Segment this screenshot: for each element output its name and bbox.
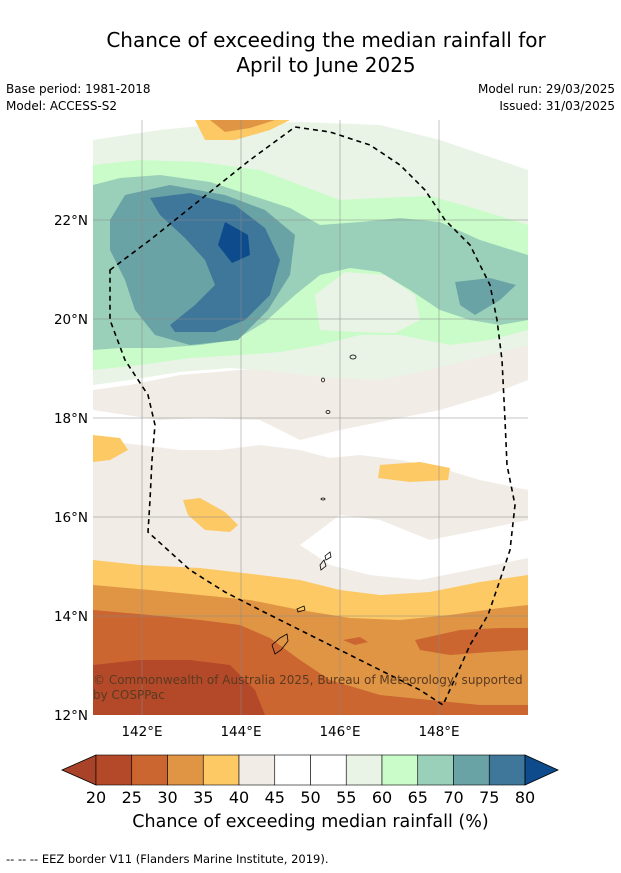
y-tick-label: 22°N [54, 213, 88, 229]
issued-date: Issued: 31/03/2025 [499, 99, 615, 113]
colorbar-tick-label: 30 [157, 788, 177, 807]
colorbar-tick-label: 70 [443, 788, 463, 807]
colorbar: 20 25 30 35 40 45 50 55 60 65 70 75 80 [61, 754, 559, 807]
patch-25-30-small [343, 637, 368, 645]
patch-30-35-north [210, 120, 275, 132]
band-75-80 [150, 193, 280, 332]
x-tick-label: 142°E [121, 724, 162, 740]
copyright-notice: © Commonwealth of Australia 2025, Bureau… [93, 673, 523, 702]
colorbar-segment [488, 754, 526, 786]
inset-55-60 [315, 272, 420, 333]
colorbar-tick-label: 35 [193, 788, 213, 807]
gridlines [93, 120, 528, 715]
colorbar-segment [345, 754, 383, 786]
x-tick-label: 148°E [418, 724, 459, 740]
patch-35-40-center [183, 498, 238, 532]
patch-70-75-east [455, 278, 516, 315]
x-axis: 142°E 144°E 146°E 148°E [121, 724, 459, 740]
colorbar-tick-label: 60 [372, 788, 392, 807]
y-tick-label: 18°N [54, 411, 88, 427]
patch-35-40-east [378, 462, 450, 482]
colorbar-extend-high [524, 754, 559, 786]
copyright-line-2: by COSPPac [93, 688, 165, 702]
meta-left: Base period: 1981-2018 Model: ACCESS-S2 [6, 81, 151, 115]
colorbar-segment [167, 754, 204, 786]
colorbar-tick-label: 45 [265, 788, 285, 807]
colorbar-segment [417, 754, 454, 786]
y-tick-label: 14°N [54, 609, 88, 625]
colorbar-extend-low [61, 754, 97, 786]
title-line-1: Chance of exceeding the median rainfall … [106, 28, 546, 52]
colorbar-segment [131, 754, 168, 786]
title-line-2: April to June 2025 [236, 53, 416, 77]
island-outlines [271, 354, 357, 655]
colorbar-segment [453, 754, 490, 786]
colorbar-tick-label: 75 [479, 788, 499, 807]
band-50-55-mid [93, 380, 528, 580]
colorbar-label: Chance of exceeding median rainfall (%) [132, 812, 489, 832]
y-tick-label: 12°N [54, 708, 88, 724]
colorbar-segment [238, 754, 276, 786]
colorbar-tick-label: 50 [300, 788, 320, 807]
colorbar-tick-label: 20 [86, 788, 106, 807]
base-period: Base period: 1981-2018 [6, 82, 151, 96]
colorbar-tick-label: 80 [515, 788, 535, 807]
y-axis: 22°N 20°N 18°N 16°N 14°N 12°N [54, 213, 88, 724]
eez-border [109, 126, 516, 707]
meta-right: Model run: 29/03/2025 Issued: 31/03/2025 [478, 81, 615, 115]
colorbar-tick-label: 25 [122, 788, 142, 807]
colorbar-segment [381, 754, 419, 786]
colorbar-tick-label: 65 [408, 788, 428, 807]
map-title: Chance of exceeding the median rainfall … [0, 28, 621, 78]
model-run: Model run: 29/03/2025 [477, 82, 615, 96]
colorbar-segment [310, 754, 347, 786]
footnote: -- -- -- EEZ border V11 (Flanders Marine… [6, 852, 329, 866]
copyright-line-1: © Commonwealth of Australia 2025, Bureau… [93, 673, 523, 687]
rainfall-map [93, 120, 528, 715]
patch-35-40-west [93, 435, 128, 462]
colorbar-segment [274, 754, 311, 786]
band-20-25-south [93, 660, 265, 715]
x-tick-label: 144°E [220, 724, 261, 740]
colorbar-segment [95, 754, 133, 786]
colorbar-segment [202, 754, 240, 786]
colorbar-tick-label: 55 [336, 788, 356, 807]
model-name: Model: ACCESS-S2 [6, 99, 118, 113]
y-tick-label: 20°N [54, 312, 88, 328]
x-tick-label: 146°E [319, 724, 360, 740]
band-over-80 [218, 222, 250, 263]
colorbar-tick-label: 40 [229, 788, 249, 807]
y-tick-label: 16°N [54, 510, 88, 526]
